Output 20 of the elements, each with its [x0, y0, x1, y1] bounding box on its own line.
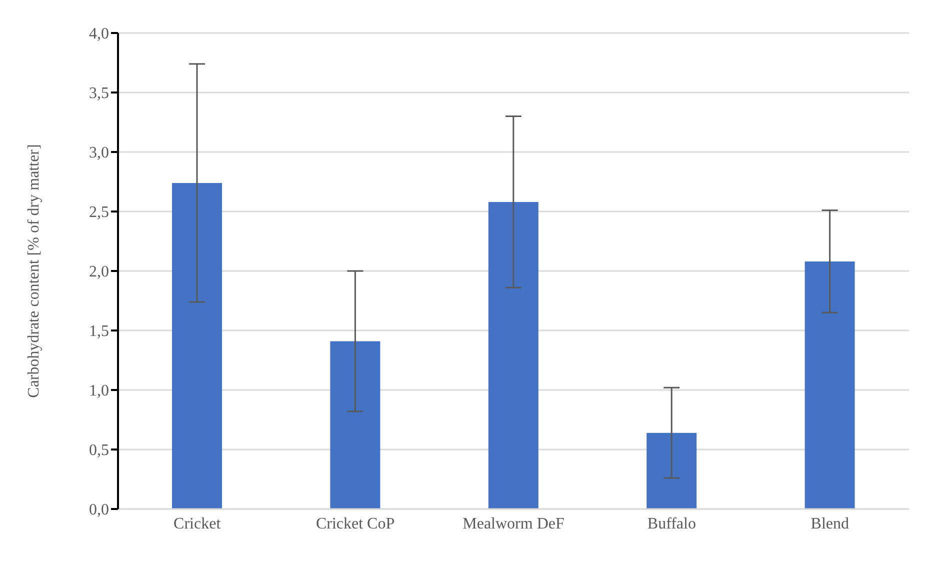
bar [804, 261, 855, 509]
y-tick-label: 3,0 [89, 144, 109, 162]
y-axis-title: Carbohydrate content [% of dry matter] [26, 144, 43, 398]
x-tick-label: Blend [810, 515, 850, 532]
x-tick-label: Mealworm DeF [462, 515, 564, 532]
y-tick-label: 2,5 [89, 204, 109, 222]
y-tick-label: 0,0 [89, 502, 109, 519]
bar [488, 202, 538, 509]
x-tick-label: Buffalo [647, 515, 696, 532]
y-tick-label: 2,0 [89, 264, 109, 281]
y-tick-label: 3,5 [89, 85, 109, 102]
y-tick-label: 4,0 [89, 26, 109, 43]
bar [172, 182, 222, 509]
x-tick-label: Cricket [174, 515, 222, 532]
bar [330, 341, 380, 509]
bar [646, 432, 697, 509]
y-tick-label: 1,5 [89, 323, 109, 340]
y-tick-label: 0,5 [89, 442, 109, 460]
x-tick-label: Cricket CoP [316, 515, 395, 532]
y-tick-label: 1,0 [89, 382, 109, 400]
